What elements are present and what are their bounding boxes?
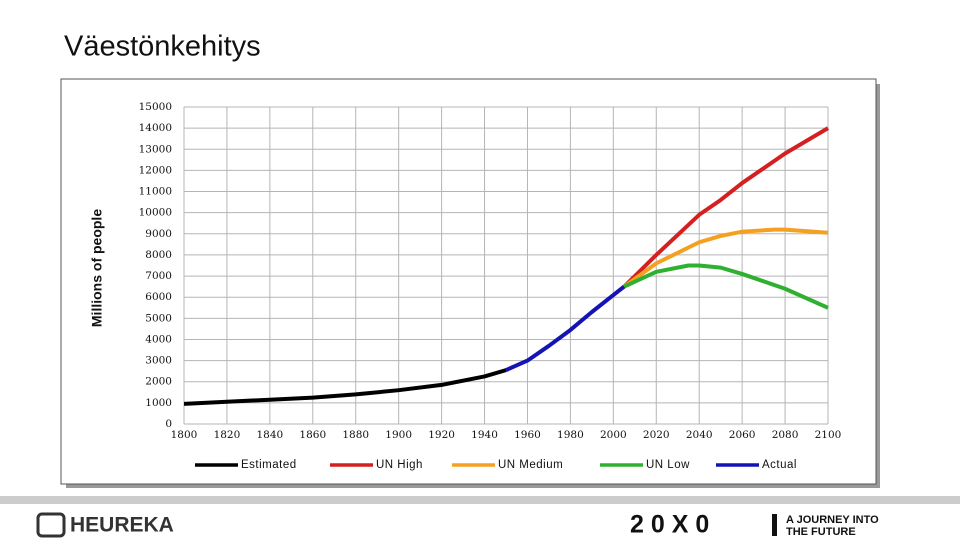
y-tick-label: 5000 — [145, 312, 172, 324]
footer-divider — [772, 514, 777, 536]
y-tick-label: 11000 — [139, 186, 172, 198]
footer-brand: 2 0 X 0 — [630, 511, 709, 539]
y-tick-label: 9000 — [145, 228, 172, 240]
y-tick-label: 15000 — [139, 101, 172, 113]
legend-label: Actual — [762, 459, 797, 471]
y-axis-label: Millions of people — [89, 209, 105, 327]
footer-tagline: THE FUTURE — [786, 526, 856, 538]
x-tick-label: 2100 — [815, 429, 842, 441]
legend-label: UN High — [376, 459, 423, 471]
legend-label: UN Medium — [498, 459, 563, 471]
x-tick-label: 2040 — [686, 429, 713, 441]
y-tick-label: 13000 — [139, 143, 172, 155]
y-tick-label: 4000 — [145, 333, 172, 345]
legend-label: UN Low — [646, 459, 690, 471]
x-tick-label: 2020 — [643, 429, 670, 441]
y-tick-label: 8000 — [145, 249, 172, 261]
y-tick-label: 10000 — [139, 207, 172, 219]
x-tick-label: 1840 — [256, 429, 283, 441]
x-tick-label: 1860 — [299, 429, 326, 441]
x-tick-label: 1940 — [471, 429, 498, 441]
legend-label: Estimated — [241, 459, 297, 471]
y-tick-label: 7000 — [145, 270, 172, 282]
y-tick-label: 3000 — [145, 355, 172, 367]
heureka-logo: HEUREKA — [36, 512, 174, 538]
x-tick-label: 2060 — [729, 429, 756, 441]
x-tick-label: 1900 — [385, 429, 412, 441]
footer-tagline: A JOURNEY INTO — [786, 514, 879, 526]
logo-icon — [36, 512, 66, 538]
series-line — [623, 263, 829, 310]
x-tick-label: 2000 — [600, 429, 627, 441]
x-tick-label: 1880 — [342, 429, 369, 441]
footer-band — [0, 496, 960, 504]
x-tick-label: 2080 — [772, 429, 799, 441]
series-line — [505, 285, 626, 372]
series-line — [622, 126, 830, 289]
y-tick-label: 2000 — [145, 376, 172, 388]
x-tick-label: 1800 — [171, 429, 198, 441]
series-line — [183, 368, 507, 406]
footer-logo: HEUREKA — [70, 514, 174, 537]
series-line — [622, 227, 829, 289]
y-tick-label: 0 — [165, 418, 172, 430]
y-tick-label: 6000 — [145, 291, 172, 303]
x-tick-label: 1920 — [428, 429, 455, 441]
x-tick-label: 1960 — [514, 429, 541, 441]
y-tick-label: 1000 — [145, 397, 172, 409]
y-tick-label: 14000 — [139, 122, 172, 134]
chart-frame — [60, 78, 877, 485]
x-tick-label: 1820 — [214, 429, 241, 441]
slide-title: Väestönkehitys — [64, 31, 261, 63]
x-tick-label: 1980 — [557, 429, 584, 441]
y-tick-label: 12000 — [139, 164, 172, 176]
